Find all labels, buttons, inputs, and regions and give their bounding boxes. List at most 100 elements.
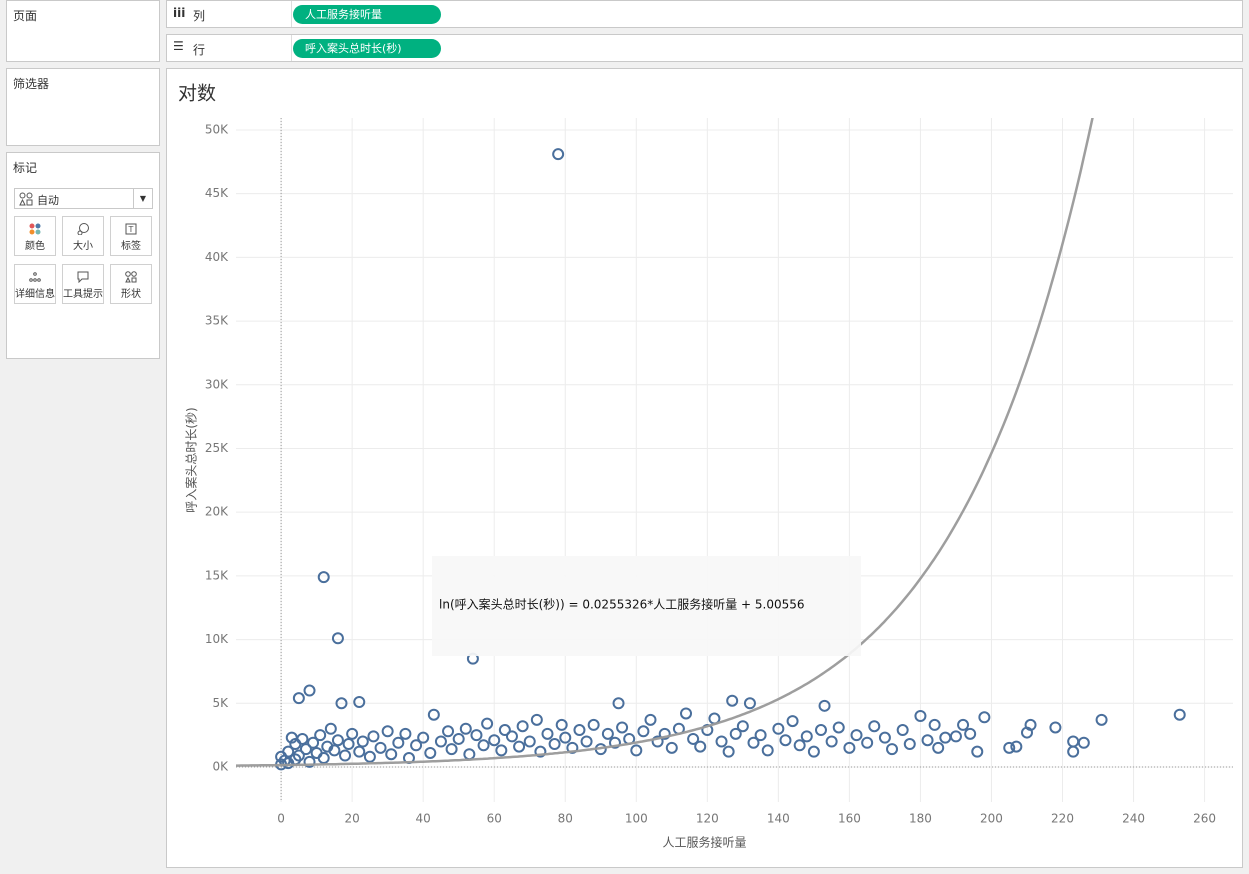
x-tick-label: 40 xyxy=(416,812,431,826)
trend-line xyxy=(236,118,1094,767)
point xyxy=(658,727,671,740)
points xyxy=(275,148,1186,771)
columns-pill[interactable]: 人工服务接听量 xyxy=(293,5,441,24)
point xyxy=(722,745,735,758)
mark-button[interactable]: T 标签 xyxy=(110,216,152,256)
point xyxy=(868,720,881,733)
point xyxy=(442,725,455,738)
point xyxy=(680,707,693,720)
y-tick-label: 30K xyxy=(205,377,229,391)
mark-type-dropdown[interactable]: 自动 ▼ xyxy=(14,188,153,209)
point xyxy=(1173,708,1186,721)
point xyxy=(630,744,643,757)
point xyxy=(410,739,423,752)
point xyxy=(896,724,909,737)
mark-button-label: 大小 xyxy=(73,241,93,252)
point xyxy=(644,713,657,726)
point xyxy=(903,738,916,751)
point xyxy=(1077,736,1090,749)
point xyxy=(324,722,337,735)
point xyxy=(665,741,678,754)
point xyxy=(715,735,728,748)
point xyxy=(523,735,536,748)
point xyxy=(385,748,398,761)
point xyxy=(1067,745,1080,758)
chart-title: 对数 xyxy=(178,83,216,105)
point xyxy=(459,722,472,735)
mark-button-label: 详细信息 xyxy=(15,289,55,300)
point xyxy=(417,731,430,744)
x-tick-label: 0 xyxy=(277,812,285,826)
y-tick-label: 25K xyxy=(205,441,229,455)
x-tick-label: 120 xyxy=(696,812,719,826)
point xyxy=(651,735,664,748)
x-tick-label: 180 xyxy=(909,812,932,826)
columns-label: 列 xyxy=(193,9,206,23)
point xyxy=(346,727,359,740)
point xyxy=(825,735,838,748)
x-tick-label: 220 xyxy=(1051,812,1074,826)
point xyxy=(747,736,760,749)
mark-type-label: 自动 xyxy=(37,194,59,207)
point xyxy=(505,730,518,743)
point xyxy=(356,735,369,748)
point xyxy=(463,748,476,761)
mark-button[interactable]: 工具提示 xyxy=(62,264,104,304)
point xyxy=(978,711,991,724)
point xyxy=(1010,740,1023,753)
point xyxy=(534,745,547,758)
point xyxy=(314,729,327,742)
y-tick-label: 50K xyxy=(205,122,229,136)
point xyxy=(342,738,355,751)
rows-label: 行 xyxy=(193,43,206,57)
mark-button-label: 标签 xyxy=(121,241,141,252)
point xyxy=(317,752,330,765)
point xyxy=(353,695,366,708)
point xyxy=(587,718,600,731)
point xyxy=(445,743,458,756)
point xyxy=(552,148,565,161)
mark-button-label: 颜色 xyxy=(25,241,45,252)
point xyxy=(427,708,440,721)
y-tick-label: 20K xyxy=(205,505,229,519)
point xyxy=(939,731,952,744)
point xyxy=(481,717,494,730)
x-tick-label: 200 xyxy=(980,812,1003,826)
point xyxy=(303,755,316,768)
point xyxy=(303,684,316,697)
point xyxy=(566,741,579,754)
point xyxy=(971,745,984,758)
point xyxy=(555,718,568,731)
point xyxy=(932,741,945,754)
point xyxy=(914,710,927,723)
mark-button[interactable]: 详细信息 xyxy=(14,264,56,304)
x-tick-label: 100 xyxy=(625,812,648,826)
mark-button[interactable]: 颜色 xyxy=(14,216,56,256)
mark-button[interactable]: 形状 xyxy=(110,264,152,304)
point xyxy=(687,732,700,745)
mark-button[interactable]: 大小 xyxy=(62,216,104,256)
marks-card: 标记 自动 ▼ 颜色 大小 T 标签 详细信息 工具提示 形状 xyxy=(6,152,160,359)
filters-card: 筛选器 xyxy=(6,68,160,146)
y-tick-label: 15K xyxy=(205,568,229,582)
rows-pill[interactable]: 呼入案头总时长(秒) xyxy=(293,39,441,58)
point xyxy=(353,745,366,758)
columns-shelf: iii 列 人工服务接听量 xyxy=(166,0,1243,28)
point xyxy=(694,740,707,753)
point xyxy=(843,741,856,754)
pages-title: 页面 xyxy=(13,9,38,23)
point xyxy=(513,740,526,753)
x-tick-label: 160 xyxy=(838,812,861,826)
point xyxy=(470,729,483,742)
point xyxy=(310,746,323,759)
point xyxy=(850,729,863,742)
y-tick-label: 0K xyxy=(212,759,229,773)
point xyxy=(498,724,511,737)
y-tick-label: 45K xyxy=(205,186,229,200)
point xyxy=(1049,721,1062,734)
point xyxy=(452,732,465,745)
y-tick-label: 10K xyxy=(205,632,229,646)
point xyxy=(779,734,792,747)
